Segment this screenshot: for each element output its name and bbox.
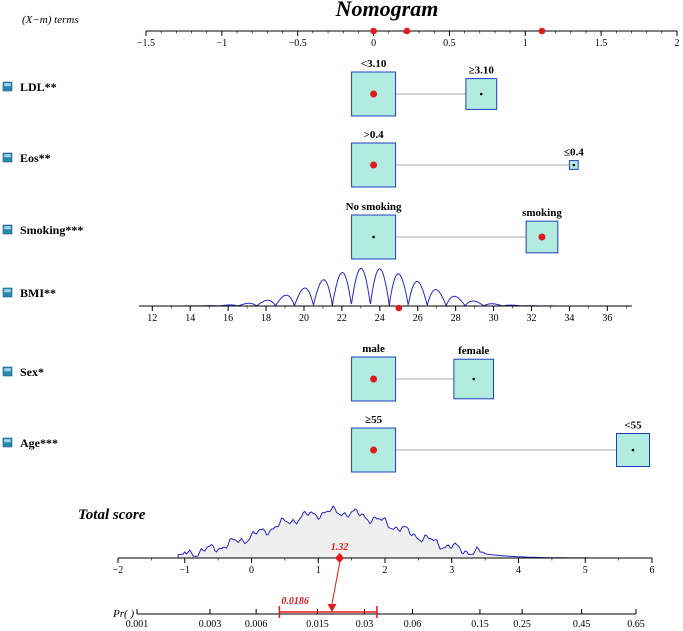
selected-level-point bbox=[370, 90, 378, 98]
variable-bullet-icon bbox=[2, 287, 13, 298]
probability-value-label: 0.0186 bbox=[281, 596, 309, 607]
level-center-dot bbox=[631, 448, 635, 452]
bmi-axis-tick-label: 30 bbox=[489, 313, 499, 324]
variable-label: Smoking*** bbox=[20, 223, 83, 237]
bmi-axis-tick-label: 14 bbox=[185, 313, 195, 324]
terms-axis-point bbox=[370, 27, 377, 35]
level-label: <55 bbox=[624, 420, 642, 432]
variable-bullet-icon bbox=[2, 224, 13, 235]
variable-bullet-icon bbox=[2, 81, 13, 92]
bmi-axis-tick-label: 26 bbox=[413, 313, 423, 324]
probability-tick-label: 0.45 bbox=[573, 619, 591, 630]
total-score-tick-label: 2 bbox=[383, 565, 388, 576]
probability-tick-label: 0.25 bbox=[513, 619, 531, 630]
total-score-tick-label: 5 bbox=[583, 565, 588, 576]
probability-tick-label: 0.15 bbox=[471, 619, 489, 630]
terms-axis-tick-label: 0.5 bbox=[443, 38, 456, 49]
selected-level-point bbox=[538, 233, 546, 241]
level-label: female bbox=[458, 345, 489, 357]
variable-bullet-highlight bbox=[4, 154, 11, 158]
variable-bullet-icon bbox=[2, 437, 13, 448]
probability-tick-label: 0.001 bbox=[126, 619, 149, 630]
level-label: No smoking bbox=[346, 201, 402, 213]
level-label: ≤0.4 bbox=[564, 147, 584, 159]
variable-bullet-highlight bbox=[4, 83, 11, 87]
level-label: male bbox=[362, 343, 385, 355]
bmi-density-curve bbox=[139, 267, 632, 308]
bmi-axis-tick-label: 34 bbox=[564, 313, 574, 324]
terms-axis-tick-label: −0.5 bbox=[289, 38, 307, 49]
level-box bbox=[351, 71, 397, 117]
total-score-tick-label: 1 bbox=[316, 565, 321, 576]
level-label: <3.10 bbox=[361, 58, 387, 70]
level-label: ≥3.10 bbox=[469, 65, 495, 77]
bmi-axis-tick-label: 28 bbox=[451, 313, 461, 324]
terms-axis-point bbox=[403, 27, 411, 35]
probability-tick-label: 0.015 bbox=[306, 619, 329, 630]
total-score-value-label: 1.32 bbox=[331, 542, 349, 553]
total-score-label: Total score bbox=[78, 507, 146, 523]
total-score-density bbox=[177, 504, 592, 559]
terms-axis-label: (X−m) terms bbox=[22, 14, 79, 26]
probability-tick-label: 0.65 bbox=[627, 619, 645, 630]
level-center-dot bbox=[572, 163, 576, 167]
total-score-tick-label: 0 bbox=[249, 565, 254, 576]
bmi-axis-tick-label: 16 bbox=[223, 313, 233, 324]
variable-bullet-highlight bbox=[4, 368, 11, 372]
selected-level-point bbox=[370, 161, 378, 169]
level-label: >0.4 bbox=[364, 129, 385, 141]
chart-title: Nomogram bbox=[335, 0, 439, 21]
bmi-axis-tick-label: 18 bbox=[261, 313, 271, 324]
level-center-dot bbox=[479, 92, 483, 96]
bmi-axis-tick-label: 36 bbox=[602, 313, 612, 324]
selected-level-point bbox=[370, 446, 378, 454]
terms-axis-tick-label: −1 bbox=[217, 38, 228, 49]
projection-line bbox=[331, 562, 341, 605]
variable-label: Eos** bbox=[20, 151, 51, 165]
probability-axis-label: Pr( ) bbox=[112, 608, 134, 620]
variable-label: LDL** bbox=[20, 80, 57, 94]
variable-bullet-highlight bbox=[4, 226, 11, 230]
total-score-tick-label: 6 bbox=[650, 565, 655, 576]
probability-tick-label: 0.06 bbox=[404, 619, 422, 630]
bmi-axis-tick-label: 12 bbox=[147, 313, 157, 324]
level-center-dot bbox=[472, 377, 476, 381]
terms-axis-tick-label: −1.5 bbox=[137, 38, 155, 49]
variable-bullet-highlight bbox=[4, 439, 11, 443]
total-score-marker bbox=[335, 553, 345, 563]
terms-axis-tick-label: 0 bbox=[371, 38, 376, 49]
variable-label: Age*** bbox=[20, 436, 58, 450]
probability-tick-label: 0.03 bbox=[356, 619, 374, 630]
probability-arrow bbox=[327, 604, 337, 612]
variable-bullet-highlight bbox=[4, 289, 11, 293]
terms-axis-tick-label: 1 bbox=[523, 38, 528, 49]
variable-label: Sex* bbox=[20, 365, 44, 379]
terms-axis-tick-label: 2 bbox=[675, 38, 680, 49]
variable-bullet-icon bbox=[2, 366, 13, 377]
bmi-axis-tick-label: 32 bbox=[527, 313, 537, 324]
level-label: ≥55 bbox=[365, 414, 383, 426]
variable-bullet-icon bbox=[2, 152, 13, 163]
terms-axis-point bbox=[538, 27, 546, 35]
bmi-axis-tick-label: 22 bbox=[337, 313, 347, 324]
bmi-selected-point bbox=[395, 304, 403, 312]
terms-axis-tick-label: 1.5 bbox=[595, 38, 608, 49]
level-label: smoking bbox=[522, 207, 562, 219]
selected-level-point bbox=[370, 375, 378, 383]
total-score-tick-label: −1 bbox=[179, 565, 190, 576]
total-score-tick-label: −2 bbox=[113, 565, 124, 576]
probability-tick-label: 0.006 bbox=[245, 619, 268, 630]
bmi-axis-tick-label: 20 bbox=[299, 313, 309, 324]
total-score-tick-label: 3 bbox=[449, 565, 454, 576]
total-score-tick-label: 4 bbox=[516, 565, 521, 576]
level-center-dot bbox=[372, 235, 375, 239]
variable-label: BMI** bbox=[20, 286, 56, 300]
probability-tick-label: 0.003 bbox=[199, 619, 222, 630]
bmi-axis-tick-label: 24 bbox=[375, 313, 385, 324]
